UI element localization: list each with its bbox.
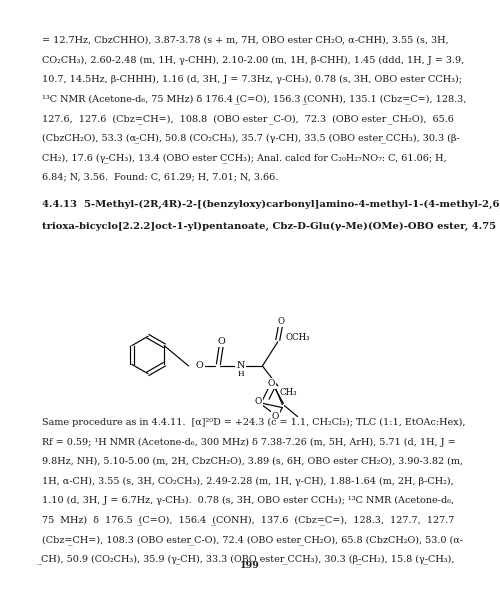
Text: ¹³C NMR (Acetone-d₆, 75 MHz) δ 176.4 (̲C=O), 156.3 (̲CONH), 135.1 (Cbz=̲C=), 128: ¹³C NMR (Acetone-d₆, 75 MHz) δ 176.4 (̲C…: [42, 94, 467, 105]
Text: (CbzCH₂O), 53.3 (α-̲CH), 50.8 (CO₂CH₃), 35.7 (γ-CH), 33.5 (OBO ester ̲CCH₃), 30.: (CbzCH₂O), 53.3 (α-̲CH), 50.8 (CO₂CH₃), …: [42, 134, 460, 143]
Text: 75  MHz)  δ  176.5  (̲C=O),  156.4  (̲CONH),  137.6  (Cbz=̲C=),  128.3,  127.7, : 75 MHz) δ 176.5 (̲C=O), 156.4 (̲CONH), 1…: [42, 516, 455, 525]
Text: O: O: [268, 379, 275, 388]
Text: Rf = 0.59; ¹H NMR (Acetone-d₆, 300 MHz) δ 7.38-7.26 (m, 5H, ArH), 5.71 (d, 1H, J: Rf = 0.59; ¹H NMR (Acetone-d₆, 300 MHz) …: [42, 438, 456, 447]
Text: CO₂CH₃), 2.60-2.48 (m, 1H, γ-CHH), 2.10-2.00 (m, 1H, β-CHH), 1.45 (ddd, 1H, J = : CO₂CH₃), 2.60-2.48 (m, 1H, γ-CHH), 2.10-…: [42, 55, 464, 64]
Text: 4.4.13  5-Methyl-(2R,4R)-2-[(benzyloxy)carbonyl]amino-4-methyl-1-(4-methyl-2,6,7: 4.4.13 5-Methyl-(2R,4R)-2-[(benzyloxy)ca…: [42, 200, 500, 209]
Text: 6.84; N, 3.56.  Found: C, 61.29; H, 7.01; N, 3.66.: 6.84; N, 3.56. Found: C, 61.29; H, 7.01;…: [42, 173, 278, 182]
Text: O: O: [196, 362, 203, 370]
Text: H: H: [237, 370, 244, 378]
Text: 1.10 (d, 3H, J = 6.7Hz, γ-CH₃).  0.78 (s, 3H, OBO ester CCH₃); ¹³C NMR (Acetone-: 1.10 (d, 3H, J = 6.7Hz, γ-CH₃). 0.78 (s,…: [42, 496, 454, 505]
Text: O: O: [254, 396, 262, 406]
Text: 199: 199: [240, 561, 260, 570]
Text: OCH₃: OCH₃: [286, 333, 310, 342]
Text: CH₂), 17.6 (γ-̲CH₃), 13.4 (OBO ester C̲CH₃); Anal. calcd for C₂₀H₂₇NO₇: C, 61.06: CH₂), 17.6 (γ-̲CH₃), 13.4 (OBO ester C̲C…: [42, 153, 446, 163]
Text: O: O: [272, 412, 280, 421]
Text: = 12.7Hz, CbzCHHO), 3.87-3.78 (s + m, 7H, OBO ester CH₂O, α-CHH), 3.55 (s, 3H,: = 12.7Hz, CbzCHHO), 3.87-3.78 (s + m, 7H…: [42, 36, 448, 45]
Text: CH₃: CH₃: [280, 388, 297, 397]
Text: ̲CH), 50.9 (CO₂CH₃), 35.9 (γ-̲CH), 33.3 (OBO ester ̲CCH₃), 30.3 (β-̲CH₂), 15.8 (: ̲CH), 50.9 (CO₂CH₃), 35.9 (γ-̲CH), 33.3 …: [42, 554, 456, 564]
Text: N: N: [236, 362, 244, 370]
Text: 1H, α-CH), 3.55 (s, 3H, CO₂CH₃), 2.49-2.28 (m, 1H, γ-CH), 1.88-1.64 (m, 2H, β-CH: 1H, α-CH), 3.55 (s, 3H, CO₂CH₃), 2.49-2.…: [42, 477, 454, 486]
Text: Same procedure as in 4.4.11.  [α]²⁰D = +24.3 (c = 1.1, CH₂Cl₂); TLC (1:1, EtOAc:: Same procedure as in 4.4.11. [α]²⁰D = +2…: [42, 418, 466, 427]
Text: (Cbz=̲CH=), 108.3 (OBO ester ̲C-O), 72.4 (OBO ester ̲CH₂O), 65.8 (CbzCH₂O), 53.0: (Cbz=̲CH=), 108.3 (OBO ester ̲C-O), 72.4…: [42, 535, 463, 545]
Text: 9.8Hz, NH), 5.10-5.00 (m, 2H, CbzCH₂O), 3.89 (s, 6H, OBO ester CH₂O), 3.90-3.82 : 9.8Hz, NH), 5.10-5.00 (m, 2H, CbzCH₂O), …: [42, 457, 463, 466]
Text: O: O: [218, 337, 226, 347]
Text: 10.7, 14.5Hz, β-CHHH), 1.16 (d, 3H, J = 7.3Hz, γ-CH₃), 0.78 (s, 3H, OBO ester CC: 10.7, 14.5Hz, β-CHHH), 1.16 (d, 3H, J = …: [42, 75, 462, 84]
Text: O: O: [278, 317, 284, 326]
Text: trioxa-bicyclo[2.2.2]oct-1-yl)pentanoate, Cbz-D-Glu(γ-Me)(OMe)-OBO ester, 4.75: trioxa-bicyclo[2.2.2]oct-1-yl)pentanoate…: [42, 221, 496, 230]
Text: 127.6,  127.6  (Cbz=̲CH=),  108.8  (OBO ester  ̲C-O),  72.3  (OBO ester  ̲CH₂O),: 127.6, 127.6 (Cbz=̲CH=), 108.8 (OBO este…: [42, 114, 454, 124]
